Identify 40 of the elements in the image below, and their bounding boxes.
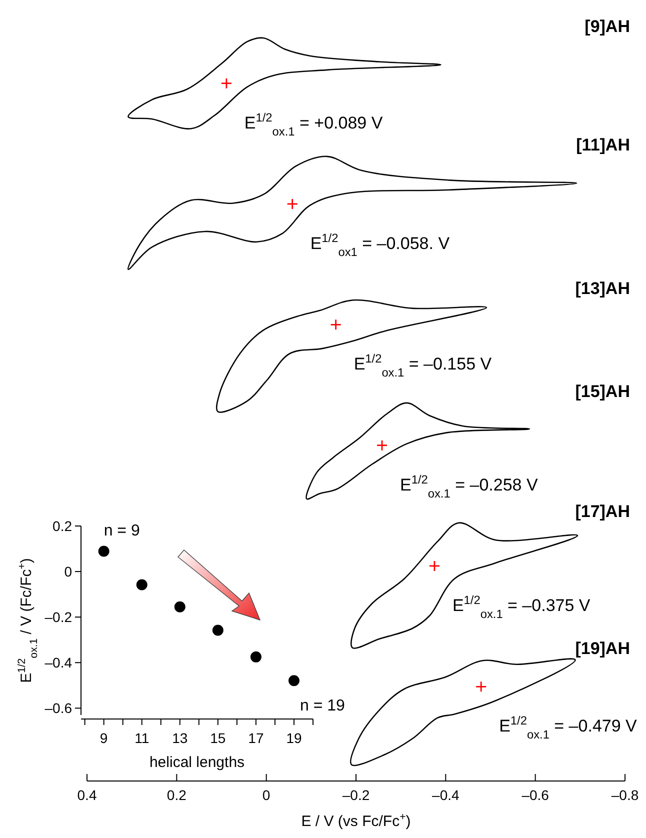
- x-tick-label: 0.4: [77, 787, 97, 803]
- annotation: n = 9: [104, 522, 140, 540]
- annotation: E$^{1/2}$$_{ox.1}$ = –0.375 V: [452, 592, 591, 621]
- annotation: E$^{1/2}$$_{ox.1}$ = –0.479 V: [499, 714, 638, 742]
- x-tick-label: 0.2: [166, 787, 187, 803]
- x-tick-label: 15: [210, 730, 226, 746]
- y-tick-label: [9]AH: [584, 17, 630, 36]
- y-tick-label: –0.6: [44, 700, 72, 716]
- x-tick-label: –0.2: [342, 787, 370, 803]
- point: [174, 601, 186, 612]
- x-tick-label: –0.6: [522, 787, 550, 803]
- y-tick-label: [17]AH: [575, 502, 630, 521]
- annotation: E$^{1/2}$$_{ox.1}$ = –0.258 V: [400, 472, 538, 500]
- annotation: E$^{1/2}$$_{ox.1}$ = +0.089 V: [244, 110, 384, 138]
- y-tick-label: [15]AH: [575, 382, 630, 401]
- x-tick-label: –0.4: [432, 787, 460, 803]
- x-tick-label: –0.8: [611, 787, 639, 803]
- annotation: E$^{1/2}$$_{ox.1}$ = –0.155 V: [354, 352, 492, 380]
- x-axis-title: helical lengths: [149, 754, 245, 771]
- y-tick-label: [13]AH: [575, 279, 630, 298]
- x-tick-label: 19: [286, 730, 302, 746]
- x-tick-label: 11: [134, 730, 150, 746]
- y-tick-label: [19]AH: [575, 638, 630, 658]
- y-tick-label: 0.2: [52, 518, 72, 534]
- annotation: n = 19: [300, 698, 346, 715]
- x-tick-label: 17: [248, 730, 264, 746]
- point: [250, 651, 262, 662]
- x-axis-title: E / V (vs Fc/Fc$^{+}$): [301, 811, 411, 830]
- y-tick-label: –0.4: [44, 654, 72, 671]
- x-tick-label: 0: [262, 787, 270, 803]
- annotation: E$^{1/2}$$_{ox1}$ = –0.058. V: [310, 230, 450, 259]
- y-tick-label: [11]AH: [576, 135, 630, 154]
- y-tick-label: 0: [64, 564, 72, 580]
- point: [98, 546, 110, 557]
- point: [136, 579, 148, 590]
- x-tick-label: 13: [172, 730, 188, 746]
- x-tick-label: 9: [100, 730, 108, 746]
- point: [212, 624, 224, 636]
- point: [288, 675, 300, 686]
- y-tick-label: –0.2: [44, 609, 72, 626]
